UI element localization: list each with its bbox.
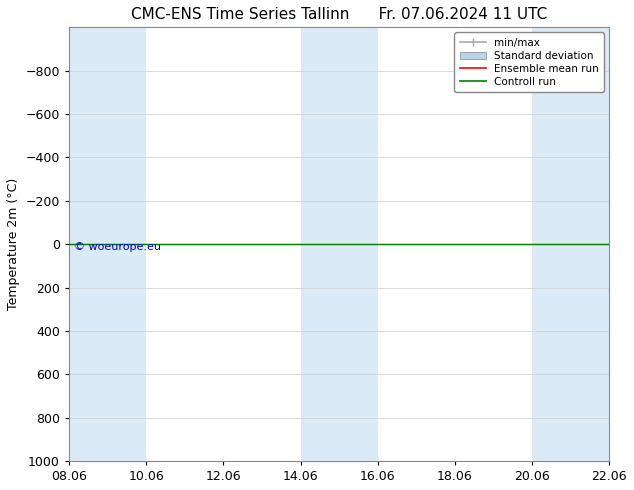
Bar: [69, 27, 146, 461]
Bar: [301, 27, 378, 461]
Y-axis label: Temperature 2m (°C): Temperature 2m (°C): [7, 178, 20, 310]
Title: CMC-ENS Time Series Tallinn      Fr. 07.06.2024 11 UTC: CMC-ENS Time Series Tallinn Fr. 07.06.20…: [131, 7, 547, 22]
Text: © woeurope.eu: © woeurope.eu: [74, 242, 162, 252]
Legend: min/max, Standard deviation, Ensemble mean run, Controll run: min/max, Standard deviation, Ensemble me…: [455, 32, 604, 92]
Bar: [532, 27, 609, 461]
